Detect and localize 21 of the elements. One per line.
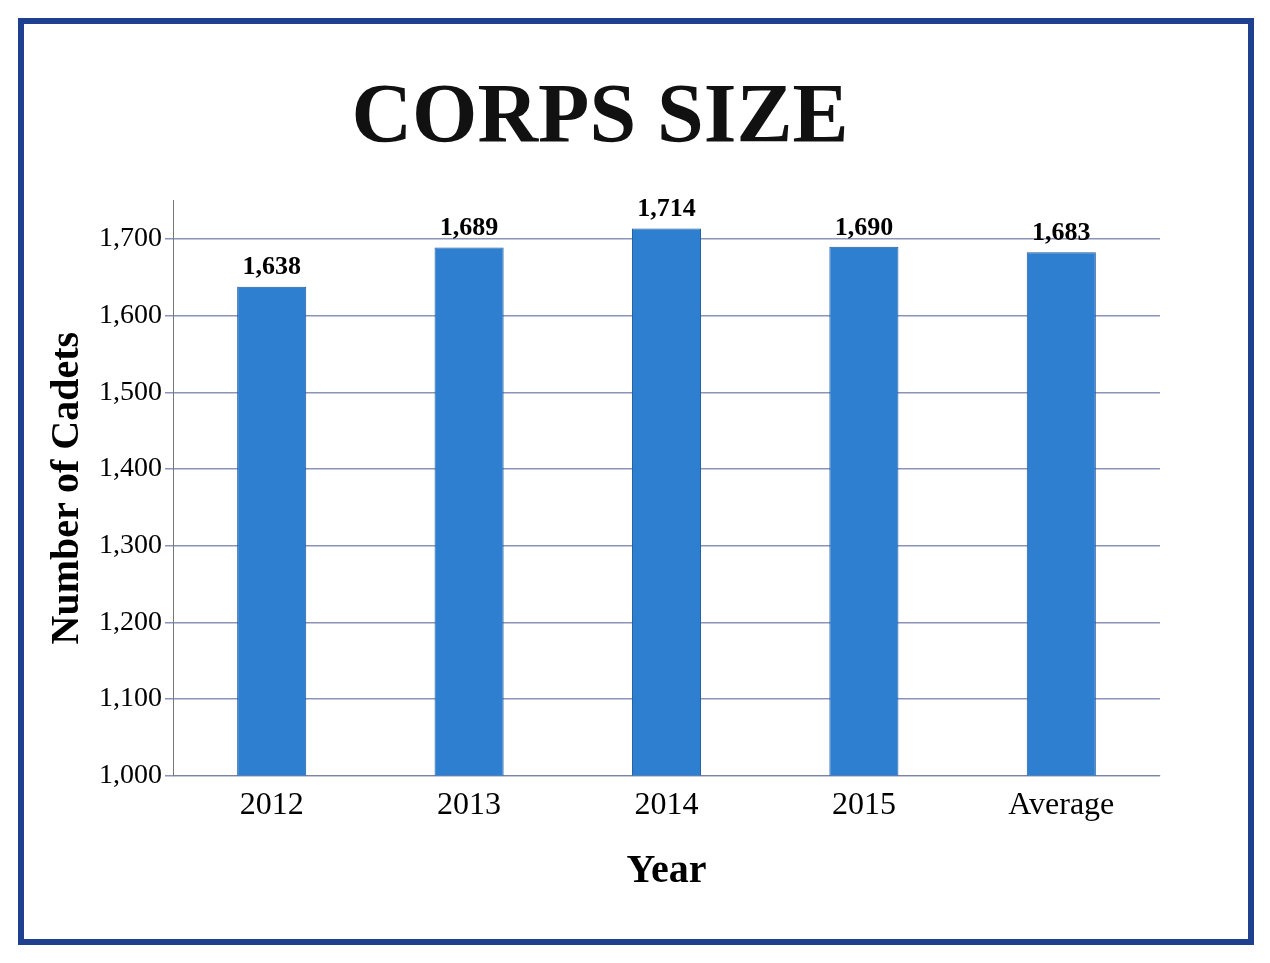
y-tick-label: 1,500 — [99, 374, 162, 406]
x-tick-label: Average — [1008, 785, 1115, 822]
y-tick-label: 1,700 — [99, 221, 162, 253]
x-axis-title: Year — [626, 846, 707, 892]
x-tick-label: 2014 — [634, 785, 699, 822]
data-label: 1,689 — [439, 212, 499, 242]
data-label: 1,690 — [834, 211, 894, 241]
y-tick-label: 1,000 — [99, 757, 162, 789]
y-tick-label: 1,200 — [99, 604, 162, 636]
data-label: 1,714 — [637, 193, 696, 223]
y-tick-label: 1,600 — [99, 298, 162, 330]
y-tick-label: 1,100 — [99, 681, 162, 713]
data-label: 1,638 — [242, 251, 301, 281]
data-label: 1,683 — [1032, 216, 1091, 246]
x-tick-label: 2015 — [831, 785, 896, 822]
x-tick-label: 2012 — [239, 785, 304, 822]
chart-title: CORPS SIZE — [351, 67, 849, 161]
y-tick-label: 1,400 — [99, 451, 162, 483]
y-axis-title: Number of Cadets — [42, 331, 88, 645]
y-tick-label: 1,300 — [99, 528, 162, 560]
x-tick-label: 2013 — [437, 785, 502, 822]
